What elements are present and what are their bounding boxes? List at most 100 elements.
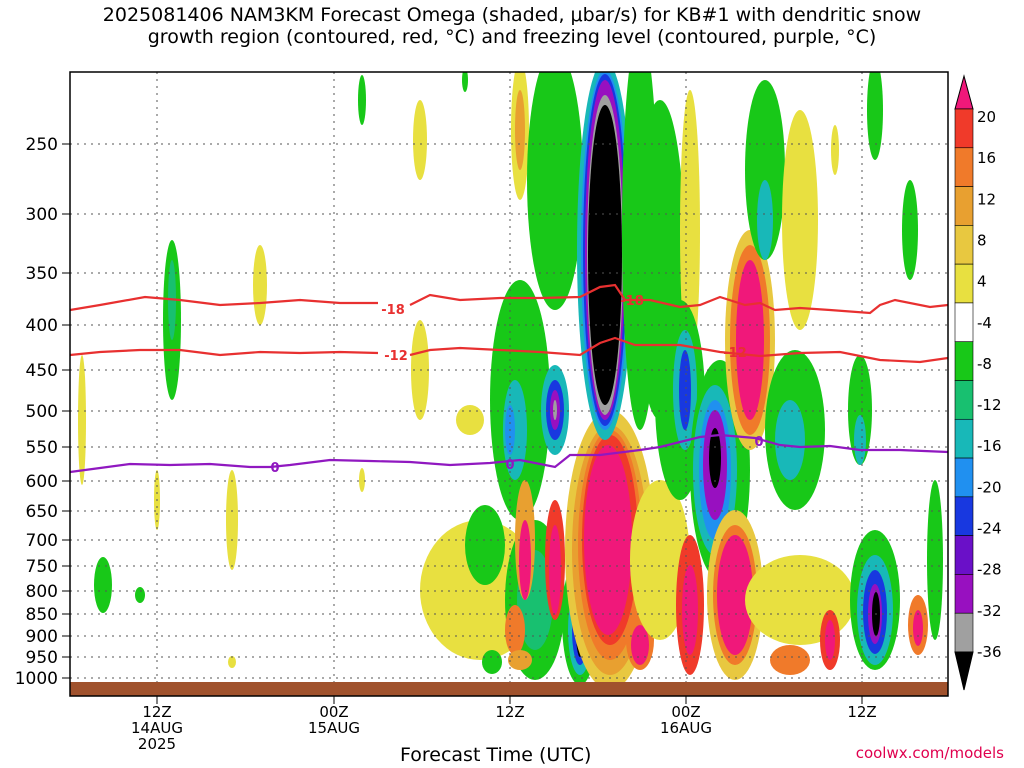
y-tick-label-850: 850	[26, 605, 58, 625]
contour-label-zero-a: 0	[270, 461, 279, 476]
omega-cell-75	[782, 110, 818, 330]
omega-cell-0	[78, 355, 86, 485]
omega-cell-44	[584, 445, 632, 635]
omega-cell-64	[709, 428, 721, 488]
colorbar-bottom-arrow	[954, 651, 974, 691]
freezing-level-contour	[70, 433, 948, 474]
colorbar-label-7: -12	[977, 396, 1002, 414]
colorbar-segment-13	[954, 612, 974, 653]
colorbar-segment-0	[954, 108, 974, 149]
omega-cell-30	[519, 520, 531, 600]
omega-cell-16	[527, 72, 583, 310]
omega-cell-11	[413, 100, 427, 180]
y-tick-label-250: 250	[26, 135, 58, 155]
omega-cell-83	[848, 355, 872, 465]
colorbar-label-13: -36	[977, 643, 1002, 661]
omega-cell-94	[927, 480, 943, 640]
colorbar-label-11: -28	[977, 561, 1002, 579]
colorbar-label-10: -24	[977, 520, 1002, 538]
y-tick-label-300: 300	[26, 205, 58, 225]
x-tick-label-0-2: 2025	[138, 735, 176, 753]
omega-cell-10	[359, 468, 365, 492]
omega-cell-35	[508, 650, 532, 670]
contour-minus18-east	[409, 283, 948, 315]
omega-cell-13	[462, 72, 468, 92]
y-tick-label-900: 900	[26, 627, 58, 647]
omega-cell-25	[465, 505, 505, 585]
y-tick-label-500: 500	[26, 402, 58, 422]
contour-label-zero-b: 0	[505, 458, 514, 473]
omega-cell-4	[94, 557, 112, 613]
colorbar-segment-2	[954, 186, 974, 226]
colorbar-segment-9	[954, 457, 974, 498]
colorbar-segment-3	[954, 225, 974, 265]
x-tick-label-1-1: 15AUG	[308, 719, 360, 737]
omega-cell-77	[775, 400, 805, 480]
omega-cell-69	[682, 565, 698, 655]
y-tick-label-1000: 1000	[15, 669, 58, 689]
colorbar-label-12: -32	[977, 602, 1002, 620]
colorbar-label-5: -4	[977, 314, 992, 332]
omega-cell-32	[549, 525, 561, 615]
y-tick-label-950: 950	[26, 648, 58, 668]
x-tick-label-3-0: 00Z	[671, 703, 700, 721]
colorbar-segment-7	[954, 380, 974, 420]
colorbar-label-4: 4	[977, 273, 987, 291]
y-tick-label-600: 600	[26, 472, 58, 492]
y-axis: 2503003504004505005506006507007508008509…	[15, 135, 70, 689]
omega-cell-47	[630, 480, 690, 640]
omega-cell-85	[867, 72, 883, 160]
colorbar-segment-4	[954, 263, 974, 304]
terrain-strip	[70, 682, 948, 696]
contour-labels: -18 -18 -12 -12 0 0 0	[270, 294, 763, 476]
colorbar-segment-10	[954, 496, 974, 536]
omega-cell-59	[679, 350, 691, 430]
contour-label-minus18-b: -18	[620, 294, 644, 309]
omega-cell-93	[913, 610, 923, 646]
chart-title: 2025081406 NAM3KM Forecast Omega (shaded…	[0, 4, 1024, 48]
omega-cell-72	[736, 260, 764, 420]
colorbar: 20 16 12 8 4 -4 -8 -12 -16 -20 -24 -28 -32 -36	[954, 74, 1002, 691]
colorbar-segment-12	[954, 574, 974, 614]
title-line-1: 2025081406 NAM3KM Forecast Omega (shaded…	[102, 4, 922, 26]
credit-link[interactable]: coolwx.com/models	[855, 744, 1004, 762]
colorbar-label-2: 12	[977, 190, 996, 208]
plot-frame	[69, 71, 949, 697]
colorbar-label-0: 20	[977, 108, 996, 126]
colorbar-label-8: -16	[977, 437, 1002, 455]
omega-cell-73	[745, 80, 785, 260]
contours	[70, 283, 948, 474]
x-tick-label-3-1: 16AUG	[660, 719, 712, 737]
y-tick-label-800: 800	[26, 582, 58, 602]
omega-cell-82	[831, 125, 839, 175]
omega-cell-8	[228, 656, 236, 668]
colorbar-label-9: -20	[977, 478, 1002, 496]
y-tick-label-400: 400	[26, 316, 58, 336]
y-tick-label-650: 650	[26, 502, 58, 522]
contour-minus12-east	[409, 336, 948, 364]
colorbar-segment-8	[954, 418, 974, 459]
x-tick-label-0-1: 14AUG	[131, 719, 183, 737]
colorbar-segment-6	[954, 341, 974, 381]
x-tick-label-0-0: 12Z	[142, 703, 171, 721]
omega-cell-84	[854, 415, 866, 465]
omega-cell-26	[456, 405, 484, 435]
omega-cell-34	[482, 650, 502, 674]
contour-label-minus18-a: -18	[381, 303, 405, 318]
omega-cell-23	[553, 400, 557, 420]
omega-cell-9	[358, 75, 366, 125]
y-tick-label-450: 450	[26, 361, 58, 381]
x-axis-label: Forecast Time (UTC)	[400, 744, 592, 766]
omega-cell-3	[253, 245, 267, 325]
contour-label-minus12-a: -12	[384, 349, 408, 364]
contour-label-minus12-b: -12	[723, 346, 747, 361]
x-tick-label-4-0: 12Z	[847, 703, 876, 721]
y-tick-label-750: 750	[26, 557, 58, 577]
colorbar-label-1: 16	[977, 149, 996, 167]
contour-label-zero-c: 0	[754, 435, 763, 450]
omega-cell-74	[757, 180, 773, 260]
colorbar-segment-11	[954, 535, 974, 575]
omega-cell-53	[588, 105, 622, 405]
